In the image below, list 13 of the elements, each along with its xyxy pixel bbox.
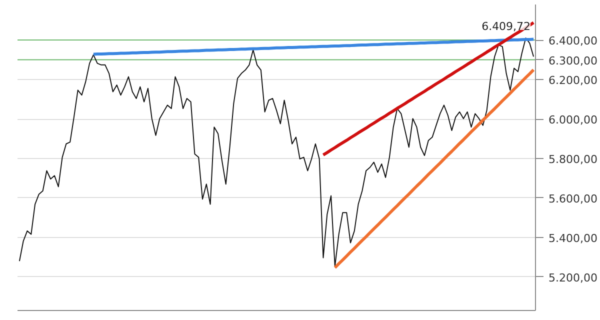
ref-line-label: 6.400,00 (548, 34, 598, 48)
line-series (92, 38, 536, 56)
y-tick-label: 5.400,00 (548, 232, 598, 245)
annotation: 6.409,72 (482, 20, 531, 34)
y-tick-label: 6.200,00 (548, 74, 598, 88)
line-series (333, 68, 536, 270)
y-tick-label: 5.200,00 (548, 271, 598, 284)
y-tick-label: 6.000,00 (548, 114, 598, 127)
ref-line-label: 6.300,00 (548, 54, 598, 68)
y-tick-label: 5.600,00 (548, 192, 598, 206)
line-series (18, 38, 534, 267)
y-tick-label: 5.800,00 (548, 152, 598, 166)
line-series (322, 21, 536, 156)
